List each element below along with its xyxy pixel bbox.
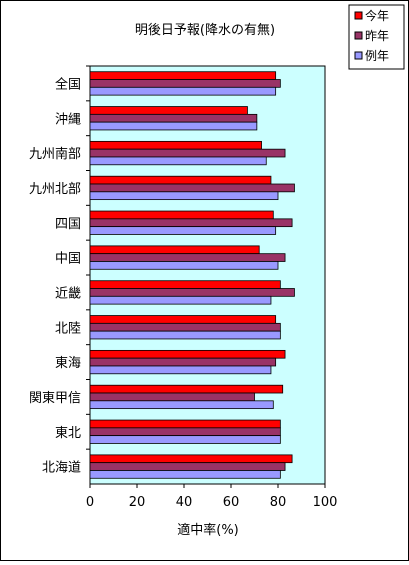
bar-2-5: [89, 218, 293, 228]
bar-2-12: [89, 462, 286, 471]
x-tick-label: 60: [223, 495, 240, 510]
x-axis-ticks: 0 20 40 60 80 100: [86, 484, 338, 510]
bar-3-5: [89, 226, 277, 235]
bar-1-2: [89, 106, 248, 115]
bar-2-9: [89, 357, 277, 367]
bar-3-1: [89, 86, 277, 96]
x-tick-label: 40: [176, 495, 193, 510]
legend-label-3: 例年: [365, 49, 389, 63]
bars-group: [89, 71, 295, 479]
bar-3-3: [89, 156, 267, 166]
legend-swatch-2: [354, 31, 363, 40]
y-tick-label: 東北: [55, 425, 81, 441]
bar-2-1: [89, 79, 281, 88]
bar-1-3: [89, 140, 262, 150]
bar-3-7: [89, 295, 272, 305]
y-tick-label: 沖縄: [55, 112, 81, 127]
bar-1-10: [89, 384, 284, 394]
bar-2-6: [89, 253, 286, 262]
bar-2-3: [89, 148, 286, 158]
x-tick-label: 20: [129, 495, 146, 510]
bar-2-7: [89, 288, 295, 297]
bar-3-11: [89, 435, 281, 444]
bar-1-12: [89, 454, 293, 464]
bar-2-11: [89, 427, 281, 437]
legend-swatch-1: [354, 11, 363, 20]
y-tick-label: 九州北部: [29, 182, 81, 197]
y-tick-label: 北海道: [42, 461, 81, 476]
bar-3-2: [89, 121, 258, 131]
y-tick-label: 九州南部: [29, 146, 81, 162]
x-tick-label: 0: [86, 495, 94, 510]
bar-2-10: [89, 392, 255, 402]
plot-background: [89, 65, 326, 485]
y-tick-label: 四国: [55, 217, 81, 232]
y-tick-label: 北陸: [55, 320, 81, 336]
bar-3-6: [89, 261, 279, 270]
bar-1-6: [89, 245, 260, 255]
bar-1-7: [89, 280, 281, 289]
bar-1-1: [89, 71, 277, 80]
legend-swatch-3: [354, 51, 363, 60]
bar-3-10: [89, 400, 274, 410]
bar-1-9: [89, 349, 286, 359]
y-tick-label: 東海: [55, 355, 81, 371]
bar-1-4: [89, 175, 272, 185]
bar-2-2: [89, 113, 258, 123]
bar-3-8: [89, 330, 281, 340]
legend-label-2: 昨年: [365, 29, 389, 43]
bar-1-5: [89, 210, 274, 220]
bar-2-4: [89, 183, 295, 193]
y-tick-label: 関東甲信: [29, 390, 81, 406]
x-tick-label: 100: [313, 495, 338, 510]
y-tick-label: 中国: [55, 252, 81, 267]
y-tick-label: 近畿: [55, 286, 81, 301]
x-tick-label: 80: [270, 495, 287, 510]
bar-2-8: [89, 322, 281, 332]
chart-title: 明後日予報(降水の有無): [135, 23, 275, 38]
bar-3-4: [89, 191, 279, 201]
bar-1-11: [89, 419, 281, 429]
bar-3-12: [89, 470, 281, 479]
bar-1-8: [89, 315, 277, 324]
bar-3-9: [89, 365, 272, 375]
x-axis-label: 適中率(%): [177, 522, 239, 538]
legend-label-1: 今年: [365, 8, 389, 23]
y-tick-label: 全国: [55, 76, 81, 92]
